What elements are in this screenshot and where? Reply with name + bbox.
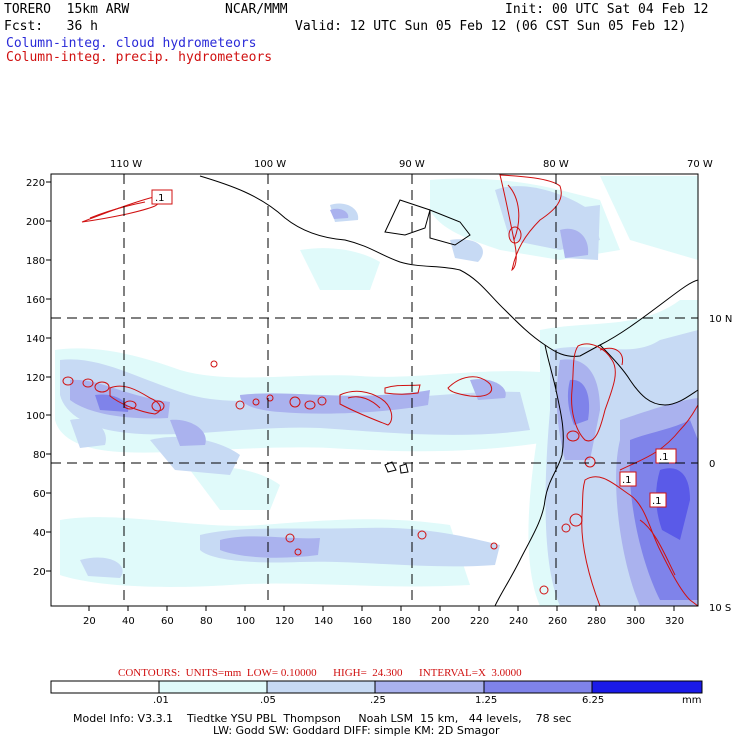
y-tick-label: 40 bbox=[33, 528, 46, 539]
y-tick-label: 20 bbox=[33, 567, 46, 578]
y-tick-label: 80 bbox=[33, 450, 46, 461]
plot-frame bbox=[50, 173, 699, 607]
x-tick-label: 120 bbox=[275, 616, 294, 627]
x-tick-label: 60 bbox=[161, 616, 174, 627]
field-precip-label: Column-integ. precip. hydrometeors bbox=[6, 50, 273, 65]
x-tick-label: 160 bbox=[353, 616, 372, 627]
lat-label: 10 N bbox=[709, 314, 732, 325]
colorbar-label: .05 bbox=[260, 695, 276, 706]
y-tick-label: 120 bbox=[26, 373, 45, 384]
contour-label-boxes: .1 .1 .1 .1 bbox=[151, 189, 677, 508]
contour-label: .1 bbox=[155, 193, 165, 204]
x-tick-label: 20 bbox=[83, 616, 96, 627]
x-tick-label: 220 bbox=[470, 616, 489, 627]
coastlines bbox=[199, 175, 698, 606]
y-ticks bbox=[46, 181, 51, 572]
x-tick-label: 200 bbox=[431, 616, 450, 627]
latitude-labels: 10 N 0 10 S bbox=[709, 314, 732, 614]
lon-label: 80 W bbox=[543, 159, 569, 170]
y-tick-label: 220 bbox=[26, 178, 45, 189]
x-tick-label: 260 bbox=[548, 616, 567, 627]
valid-time: Valid: 12 UTC Sun 05 Feb 12 (06 CST Sun … bbox=[295, 19, 687, 34]
x-tick-label: 80 bbox=[200, 616, 213, 627]
model-info-line2: LW: Godd SW: Goddard DIFF: simple KM: 2D… bbox=[213, 724, 500, 737]
x-ticks bbox=[88, 606, 675, 611]
contour-label: .1 bbox=[659, 452, 669, 463]
lon-label: 110 W bbox=[110, 159, 142, 170]
y-tick-labels: 220 200 180 160 140 120 100 80 60 40 20 bbox=[26, 178, 46, 578]
lon-label: 100 W bbox=[254, 159, 286, 170]
x-tick-label: 320 bbox=[665, 616, 684, 627]
y-tick-label: 180 bbox=[26, 256, 45, 267]
contour-label: .1 bbox=[652, 496, 662, 507]
x-tick-label: 300 bbox=[626, 616, 645, 627]
lat-label: 0 bbox=[709, 459, 715, 470]
y-tick-label: 60 bbox=[33, 489, 46, 500]
init-time: Init: 00 UTC Sat 04 Feb 12 bbox=[505, 2, 709, 17]
y-tick-label: 160 bbox=[26, 295, 45, 306]
x-tick-label: 100 bbox=[236, 616, 255, 627]
model-info-line1: Model Info: V3.3.1 Tiedtke YSU PBL Thomp… bbox=[73, 712, 572, 725]
field-cloud-label: Column-integ. cloud hydrometeors bbox=[6, 36, 257, 51]
colorbar-label: .25 bbox=[370, 695, 386, 706]
forecast-hour: Fcst: 36 h bbox=[4, 19, 98, 34]
latlon-grid bbox=[51, 174, 698, 606]
colorbar-label: 1.25 bbox=[475, 695, 498, 706]
y-tick-label: 100 bbox=[26, 411, 45, 422]
lon-label: 70 W bbox=[687, 159, 713, 170]
contour-label: .1 bbox=[622, 475, 632, 486]
longitude-labels: 110 W 100 W 90 W 80 W 70 W bbox=[110, 159, 713, 170]
colorbar-unit: mm bbox=[682, 695, 702, 706]
y-tick-label: 140 bbox=[26, 334, 45, 345]
x-tick-label: 180 bbox=[392, 616, 411, 627]
colorbar-label: .01 bbox=[153, 695, 169, 706]
organization: NCAR/MMM bbox=[225, 2, 288, 17]
x-tick-label: 140 bbox=[314, 616, 333, 627]
x-tick-labels: 20 40 60 80 100 120 140 160 180 200 220 … bbox=[83, 616, 684, 627]
x-tick-label: 280 bbox=[587, 616, 606, 627]
colorbar-label: 6.25 bbox=[582, 695, 605, 706]
x-tick-label: 40 bbox=[122, 616, 135, 627]
model-name: TORERO 15km ARW bbox=[4, 2, 130, 17]
x-tick-label: 240 bbox=[509, 616, 528, 627]
y-tick-label: 200 bbox=[26, 217, 45, 228]
precip-contours bbox=[62, 174, 698, 606]
lon-label: 90 W bbox=[399, 159, 425, 170]
colorbar bbox=[50, 680, 703, 694]
contours-info: CONTOURS: UNITS=mm LOW= 0.10000 HIGH= 24… bbox=[118, 667, 522, 679]
lat-label: 10 S bbox=[709, 603, 731, 614]
